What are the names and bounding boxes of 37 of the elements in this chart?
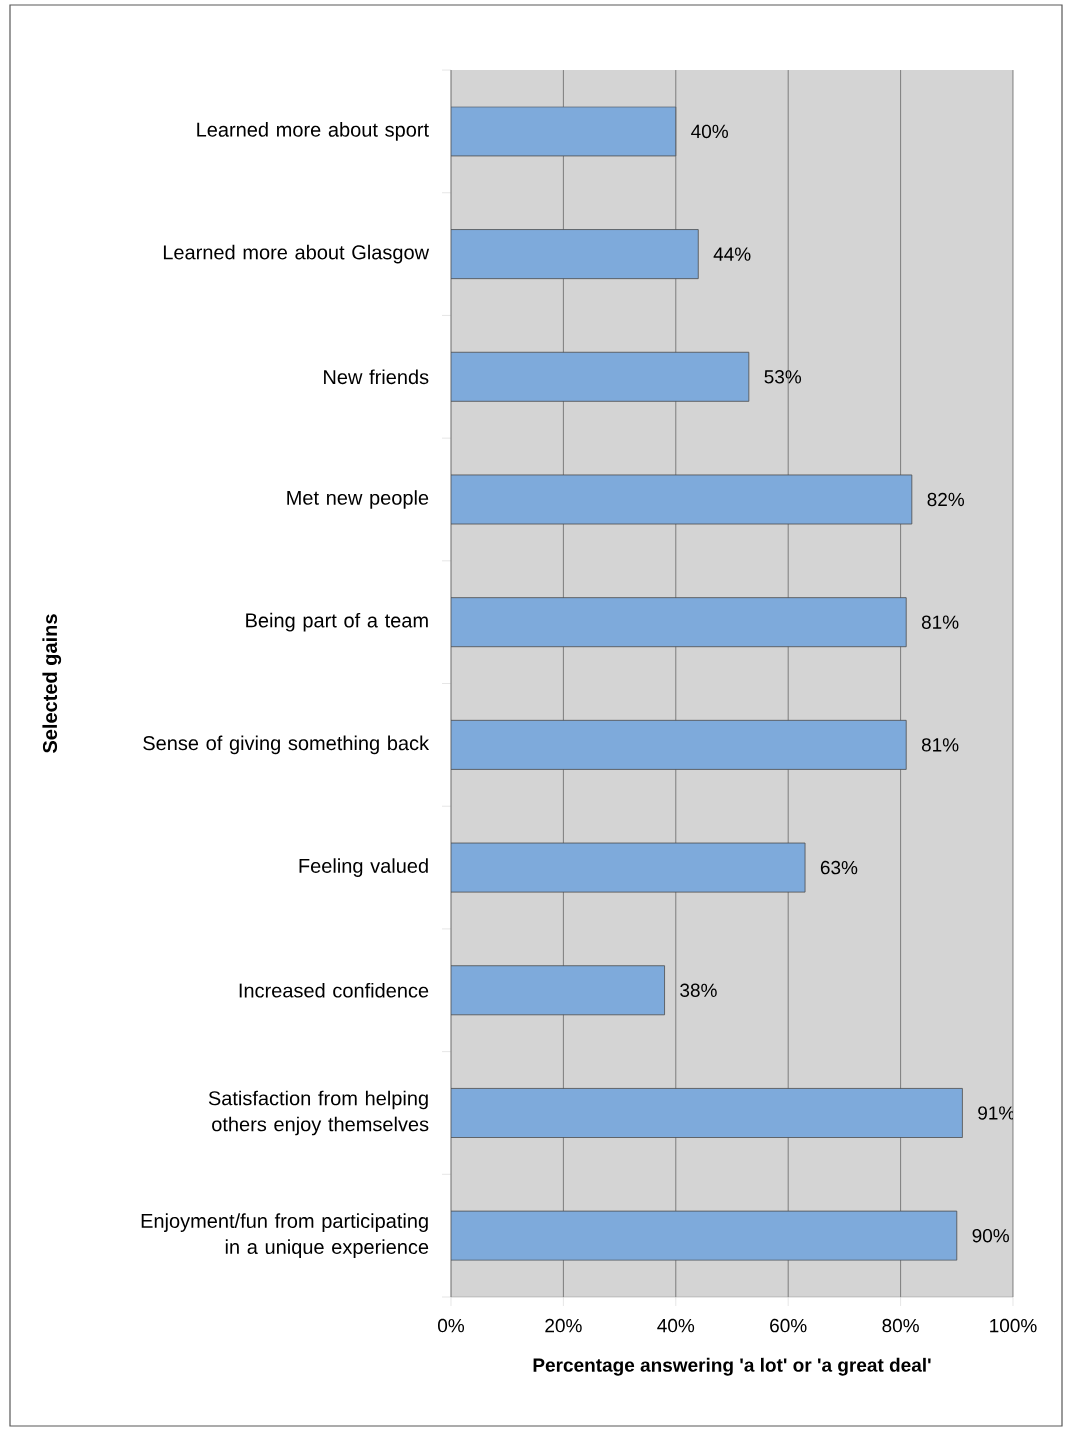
y-tick-label: Met new people — [287, 490, 429, 509]
data-label: 82% — [927, 492, 965, 507]
x-tick-label: 100% — [990, 1318, 1037, 1333]
data-label: 63% — [820, 860, 858, 875]
y-tick-label: Learned more about sport — [197, 122, 429, 141]
data-label: 90% — [972, 1228, 1010, 1243]
x-tick-label: 60% — [770, 1318, 807, 1333]
y-tick-label: Enjoyment/fun from participating in a unique experience — [141, 1213, 429, 1258]
y-tick-label: New friends — [324, 369, 429, 385]
x-tick-label: 40% — [657, 1318, 695, 1333]
bar — [451, 229, 699, 280]
data-label: 44% — [713, 247, 751, 261]
y-tick-label: Sense of giving something back — [143, 735, 430, 755]
x-tick-label: 20% — [545, 1318, 582, 1333]
data-label: 38% — [680, 983, 717, 997]
bar — [451, 1210, 958, 1261]
x-axis-title: Percentage answering 'a lot' or 'a great deal' — [533, 1357, 931, 1376]
data-label: 81% — [921, 738, 959, 752]
bar — [451, 106, 677, 157]
bar — [451, 965, 665, 1016]
y-tick-label: Feeling valued — [299, 858, 428, 877]
bar — [451, 842, 806, 893]
y-axis-title: Selected gains — [42, 614, 62, 753]
bar — [451, 597, 907, 648]
y-tick-label: Being part of a team — [246, 612, 428, 632]
data-label: 53% — [764, 370, 802, 384]
y-tick-label: Satisfaction from helping others enjoy themselves — [208, 1090, 429, 1136]
data-label: 40% — [691, 124, 729, 139]
bar — [451, 474, 913, 525]
x-tick-label: 0% — [438, 1318, 465, 1333]
bar — [451, 1088, 963, 1138]
x-tick-label: 80% — [882, 1318, 919, 1333]
bar — [451, 719, 907, 770]
y-tick-label: Learned more about Glasgow — [163, 244, 430, 264]
data-label: 81% — [921, 615, 959, 629]
y-tick-label: Increased confidence — [239, 982, 429, 998]
bar — [451, 351, 750, 402]
